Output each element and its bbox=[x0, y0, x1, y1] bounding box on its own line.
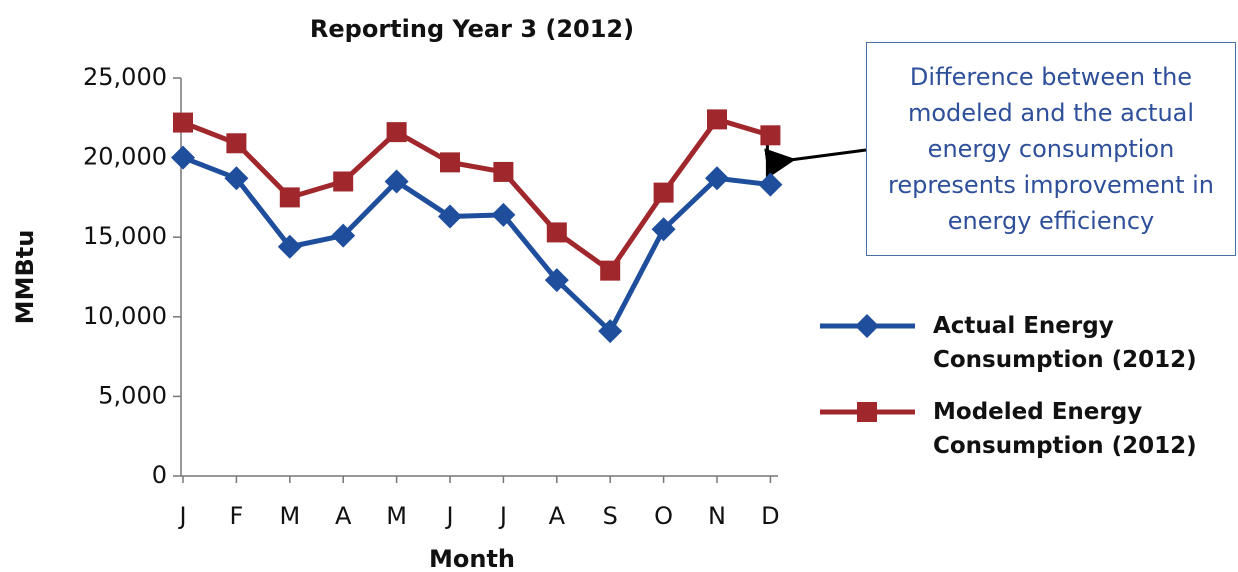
marker bbox=[384, 169, 409, 194]
x-tick-label: J bbox=[498, 502, 507, 530]
x-tick-label: S bbox=[603, 502, 618, 530]
marker bbox=[760, 125, 781, 146]
marker bbox=[438, 204, 462, 229]
legend-marker bbox=[857, 402, 877, 422]
x-tick-label: J bbox=[444, 502, 453, 530]
marker bbox=[440, 152, 460, 173]
series-line bbox=[182, 116, 772, 274]
marker bbox=[493, 161, 514, 182]
chart-title: Reporting Year 3 (2012) bbox=[310, 15, 634, 43]
marker bbox=[171, 145, 195, 170]
annotation-arrow bbox=[764, 148, 867, 179]
legend-marker bbox=[855, 314, 879, 338]
x-tick-label: A bbox=[335, 502, 352, 530]
y-tick-label: 5,000 bbox=[98, 381, 167, 409]
marker bbox=[333, 171, 354, 192]
marker bbox=[598, 319, 623, 344]
marker bbox=[544, 268, 569, 293]
x-tick-label: J bbox=[177, 502, 186, 530]
x-tick-label: M bbox=[386, 502, 407, 530]
y-tick-label: 15,000 bbox=[83, 222, 167, 250]
marker bbox=[491, 202, 516, 227]
marker bbox=[386, 122, 407, 143]
x-axis-title: Month bbox=[429, 545, 515, 572]
marker bbox=[705, 166, 729, 191]
y-tick-label: 25,000 bbox=[83, 63, 167, 91]
marker bbox=[224, 166, 249, 191]
marker bbox=[707, 109, 727, 130]
annotation: Difference between the modeled and the a… bbox=[866, 42, 1236, 256]
marker bbox=[226, 133, 247, 154]
marker bbox=[758, 172, 783, 197]
marker bbox=[331, 223, 356, 248]
series-line bbox=[182, 155, 771, 334]
x-tick-label: D bbox=[761, 502, 779, 530]
marker bbox=[651, 217, 676, 242]
legend-label: Modeled Energy Consumption (2012) bbox=[933, 399, 1197, 459]
y-tick-label: 20,000 bbox=[83, 143, 167, 171]
marker bbox=[600, 260, 621, 281]
x-tick-label: O bbox=[654, 502, 673, 530]
marker bbox=[173, 112, 193, 133]
x-tick-label: M bbox=[279, 502, 300, 530]
marker bbox=[546, 222, 567, 243]
y-tick-label: 10,000 bbox=[83, 302, 167, 330]
marker bbox=[279, 187, 300, 208]
x-tick-label: F bbox=[229, 502, 243, 530]
x-tick-label: A bbox=[549, 502, 566, 530]
marker bbox=[277, 234, 302, 259]
marker bbox=[653, 182, 674, 203]
x-tick-label: N bbox=[708, 502, 726, 530]
y-tick-label: 0 bbox=[152, 461, 167, 489]
y-axis-title: MMBtu bbox=[11, 230, 39, 325]
legend-label: Actual Energy Consumption (2012) bbox=[933, 313, 1197, 373]
